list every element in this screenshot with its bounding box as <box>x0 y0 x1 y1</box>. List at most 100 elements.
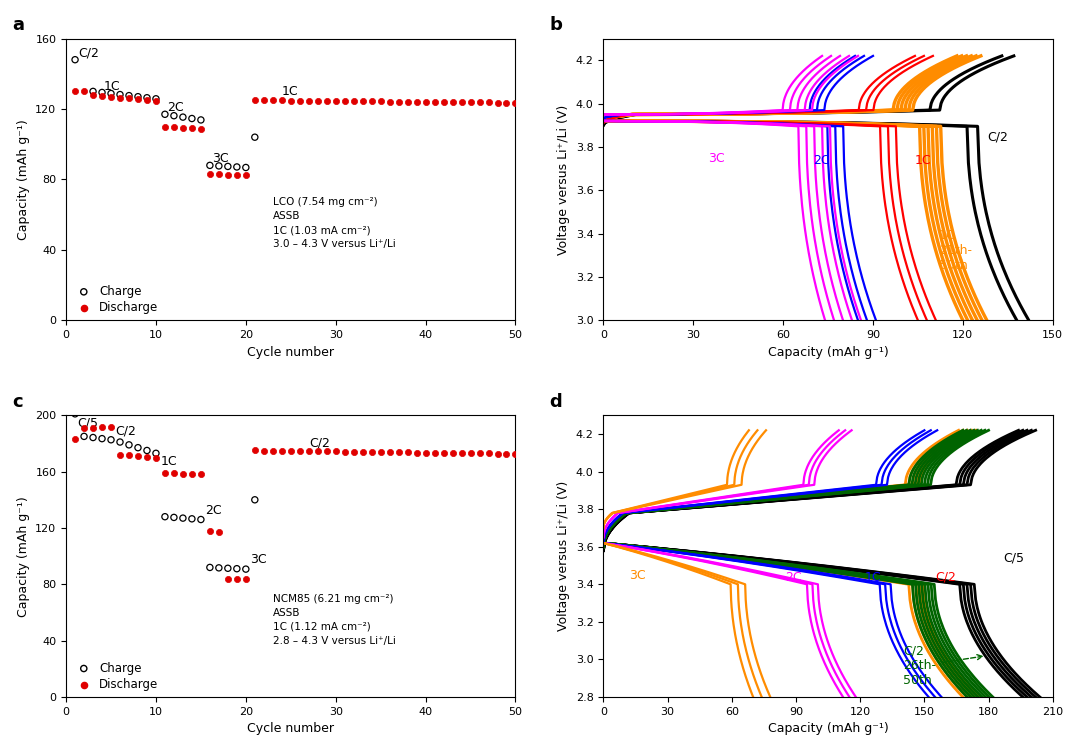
Point <box>66 86 83 98</box>
Point <box>381 96 399 108</box>
Point <box>211 168 228 180</box>
Point <box>471 447 488 459</box>
Point <box>453 96 470 108</box>
Point <box>174 512 191 524</box>
Point <box>84 422 102 434</box>
Point <box>246 94 264 106</box>
Point <box>103 87 120 99</box>
Text: 3C: 3C <box>708 152 725 165</box>
Point <box>363 96 380 108</box>
Point <box>489 447 507 459</box>
Point <box>66 53 83 65</box>
Point <box>300 445 318 457</box>
Point <box>138 92 156 104</box>
Point <box>345 446 362 458</box>
Text: 1C: 1C <box>915 154 932 167</box>
Text: C/2: C/2 <box>987 130 1008 144</box>
Y-axis label: Voltage versus Li⁺/Li (V): Voltage versus Li⁺/Li (V) <box>557 481 570 631</box>
Point <box>165 110 183 122</box>
Text: 2C: 2C <box>813 154 829 167</box>
Point <box>345 96 362 108</box>
Point <box>282 95 299 107</box>
Point <box>238 563 255 575</box>
Text: 1C: 1C <box>864 571 881 584</box>
Point <box>255 94 272 106</box>
Point <box>453 447 470 459</box>
Point <box>426 96 443 108</box>
Point <box>228 573 245 585</box>
Point <box>309 95 326 107</box>
Point <box>219 160 237 172</box>
Point <box>435 96 453 108</box>
Point <box>319 95 336 107</box>
Point <box>76 430 93 442</box>
Point <box>93 432 110 444</box>
Point <box>76 86 93 98</box>
Point <box>246 494 264 506</box>
Point <box>265 444 282 456</box>
Point <box>390 446 407 458</box>
Point <box>157 120 174 132</box>
Point <box>273 95 291 107</box>
Point <box>273 444 291 456</box>
Text: C/2
26th-
50th: C/2 26th- 50th <box>903 644 982 687</box>
Point <box>192 123 210 135</box>
Text: C/2: C/2 <box>935 571 956 584</box>
Text: 1C
21th-
50th: 1C 21th- 50th <box>939 229 972 272</box>
Point <box>184 468 201 480</box>
Point <box>184 513 201 525</box>
Point <box>111 449 129 461</box>
Point <box>219 562 237 575</box>
X-axis label: Cycle number: Cycle number <box>247 723 335 735</box>
Point <box>211 562 228 574</box>
Point <box>130 441 147 453</box>
Point <box>426 447 443 459</box>
Point <box>157 511 174 523</box>
Point <box>66 433 83 445</box>
Text: 2C: 2C <box>785 571 801 584</box>
Point <box>130 93 147 105</box>
Point <box>507 97 524 109</box>
Point <box>399 96 416 108</box>
Point <box>228 161 245 173</box>
Point <box>462 96 480 108</box>
Point <box>84 89 102 101</box>
Point <box>93 86 110 99</box>
Point <box>372 446 389 458</box>
Y-axis label: Voltage versus Li⁺/Li (V): Voltage versus Li⁺/Li (V) <box>557 105 570 255</box>
Point <box>192 468 210 481</box>
Point <box>354 446 372 458</box>
Point <box>165 511 183 523</box>
Point <box>93 89 110 102</box>
Point <box>138 444 156 456</box>
Point <box>480 447 497 459</box>
Text: 3C: 3C <box>212 152 228 165</box>
Text: C/5: C/5 <box>77 417 98 429</box>
Point <box>319 445 336 457</box>
Point <box>201 168 218 180</box>
X-axis label: Capacity (mAh g⁻¹): Capacity (mAh g⁻¹) <box>768 346 889 359</box>
Point <box>174 468 191 480</box>
Point <box>292 95 309 107</box>
Legend: Charge, Discharge: Charge, Discharge <box>72 662 159 691</box>
Point <box>120 89 137 102</box>
X-axis label: Cycle number: Cycle number <box>247 346 335 359</box>
Y-axis label: Capacity (mAh g⁻¹): Capacity (mAh g⁻¹) <box>16 496 29 617</box>
Point <box>435 447 453 459</box>
Point <box>507 447 524 459</box>
Text: c: c <box>12 393 23 411</box>
Point <box>147 447 164 459</box>
Point <box>157 467 174 479</box>
Point <box>336 446 353 458</box>
Text: 3C: 3C <box>251 553 267 566</box>
Point <box>120 450 137 462</box>
Point <box>292 445 309 457</box>
Point <box>130 450 147 462</box>
Text: a: a <box>12 16 24 34</box>
Point <box>390 96 407 108</box>
Point <box>399 447 416 459</box>
Point <box>66 408 83 420</box>
Point <box>130 91 147 103</box>
Point <box>201 525 218 537</box>
Legend: Charge, Discharge: Charge, Discharge <box>72 285 159 314</box>
